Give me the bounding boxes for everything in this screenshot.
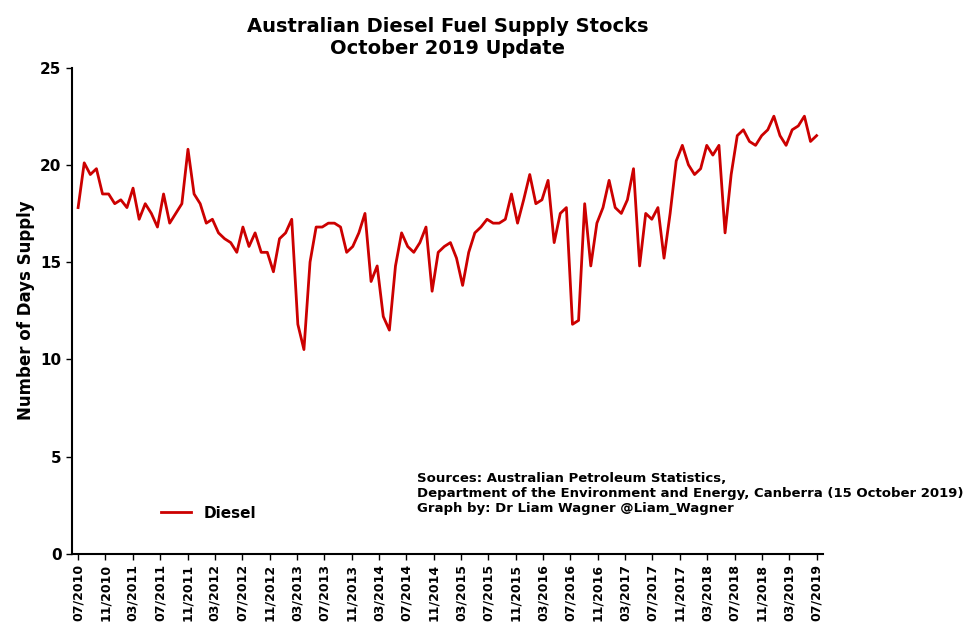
Legend: Diesel: Diesel bbox=[154, 500, 263, 527]
Title: Australian Diesel Fuel Supply Stocks
October 2019 Update: Australian Diesel Fuel Supply Stocks Oct… bbox=[246, 17, 648, 57]
Text: Sources: Australian Petroleum Statistics,
Department of the Environment and Ener: Sources: Australian Petroleum Statistics… bbox=[417, 472, 964, 515]
Y-axis label: Number of Days Supply: Number of Days Supply bbox=[17, 201, 34, 420]
